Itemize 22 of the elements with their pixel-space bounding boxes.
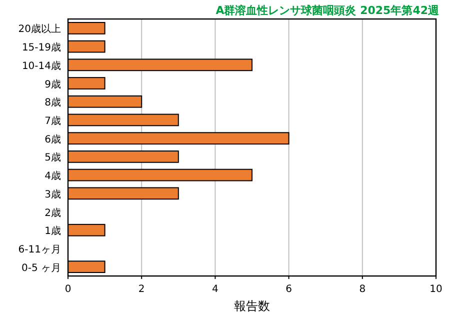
y-tick-label: 3歳: [44, 188, 61, 200]
y-tick-label: 0-5 ヶ月: [21, 262, 61, 274]
y-tick-label: 8歳: [44, 96, 61, 109]
x-tick-label: 0: [64, 284, 72, 295]
y-tick-label: 15-19歳: [22, 42, 61, 54]
chart-title: A群溶血性レンサ球菌咽頭炎 2025年第42週: [216, 4, 440, 17]
y-tick-label: 6-11ヶ月: [18, 244, 61, 256]
x-tick-label: 6: [286, 284, 292, 295]
y-tick-label: 10-14歳: [22, 60, 61, 72]
y-tick-label: 7歳: [44, 114, 61, 127]
x-axis-title: 報告数: [234, 299, 270, 313]
y-tick-label: 6歳: [44, 133, 61, 146]
x-tick-label: 8: [359, 284, 366, 295]
y-tick-label: 9歳: [44, 78, 61, 90]
x-tick-label: 10: [430, 284, 442, 295]
x-tick-label: 4: [212, 284, 218, 295]
y-tick-label: 5歳: [44, 152, 61, 164]
y-tick-label: 20歳以上: [18, 23, 61, 36]
x-tick-label: 2: [138, 284, 145, 295]
y-tick-label: 2歳: [44, 206, 61, 219]
y-tick-label: 4歳: [44, 170, 61, 182]
y-tick-label: 1歳: [44, 225, 61, 238]
